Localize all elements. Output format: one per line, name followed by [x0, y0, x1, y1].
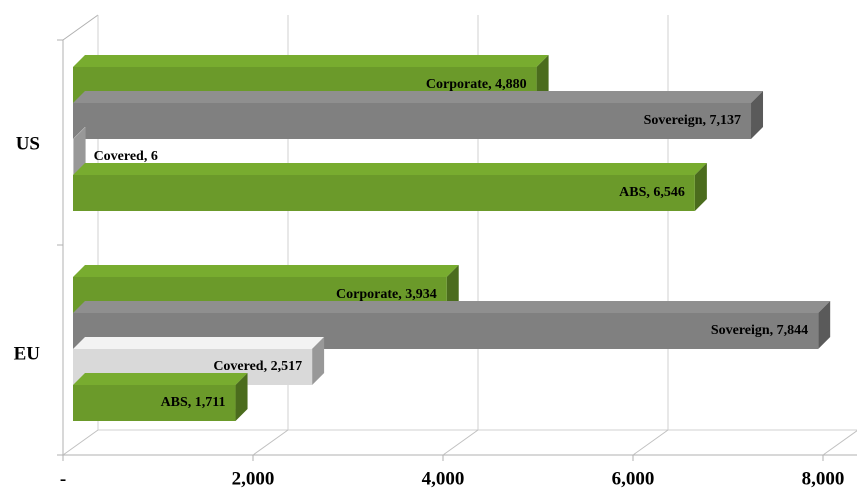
- data-label: Sovereign, 7,844: [711, 323, 808, 338]
- bar-side: [73, 127, 86, 175]
- bar: [73, 103, 752, 139]
- bar-side: [751, 91, 764, 139]
- x-tick-label: 4,000: [422, 468, 465, 489]
- grid-floor-line: [62, 429, 99, 456]
- x-tick-label: 8,000: [802, 468, 845, 489]
- x-tick-label: 2,000: [232, 468, 275, 489]
- bar-top: [73, 265, 459, 277]
- data-label: Covered, 6: [94, 149, 158, 164]
- bar-side: [694, 163, 707, 211]
- category-label: US: [16, 133, 40, 154]
- bar-top: [73, 55, 549, 67]
- bar: [73, 385, 236, 421]
- data-label: Corporate, 4,880: [426, 77, 527, 92]
- bar-top: [73, 337, 325, 349]
- bar-top: [73, 163, 707, 175]
- left-wall-top: [62, 14, 99, 41]
- data-label: Corporate, 3,934: [336, 287, 437, 302]
- bar-top: [73, 91, 764, 103]
- bar-top: [73, 301, 831, 313]
- bar-side: [818, 301, 831, 349]
- grid-floor-line: [632, 429, 669, 456]
- bar: [73, 139, 74, 175]
- x-tick-label: -: [60, 468, 66, 489]
- data-label: Covered, 2,517: [213, 359, 302, 374]
- bar-top: [73, 127, 86, 139]
- bar-side: [312, 337, 325, 385]
- bar: [73, 175, 695, 211]
- data-label: Sovereign, 7,137: [644, 113, 741, 128]
- data-label: ABS, 6,546: [619, 185, 685, 200]
- bar-top: [73, 373, 248, 385]
- bar-side: [235, 373, 248, 421]
- x-tick-label: 6,000: [612, 468, 655, 489]
- grid-floor-line: [822, 430, 857, 456]
- grid-floor-line: [252, 429, 289, 456]
- category-label: EU: [14, 343, 41, 364]
- data-label: ABS, 1,711: [161, 395, 226, 410]
- grid-floor-line: [442, 429, 479, 456]
